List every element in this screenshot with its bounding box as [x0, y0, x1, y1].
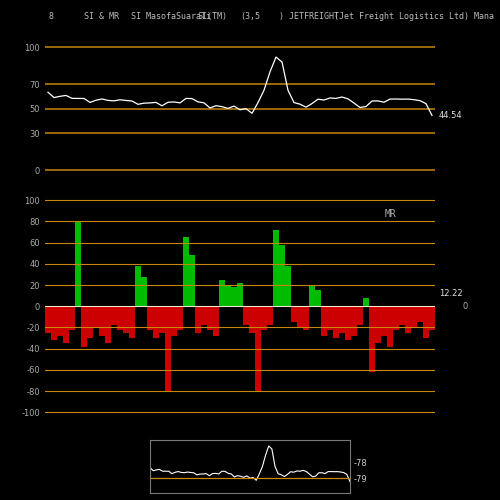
Bar: [226, 285, 230, 306]
Bar: [382, 306, 386, 336]
Bar: [124, 306, 128, 333]
Bar: [64, 306, 68, 344]
Bar: [148, 306, 152, 330]
Bar: [316, 290, 320, 306]
Text: SI MasofaSuarali: SI MasofaSuarali: [131, 12, 211, 21]
Bar: [112, 306, 116, 326]
Bar: [388, 306, 392, 346]
Bar: [46, 306, 51, 333]
Bar: [94, 306, 98, 328]
Bar: [424, 306, 428, 338]
Bar: [406, 306, 410, 333]
Bar: [346, 306, 350, 340]
Text: (Jet Freight Logistics Ltd) Mana: (Jet Freight Logistics Ltd) Mana: [334, 12, 494, 21]
Bar: [70, 306, 74, 330]
Bar: [76, 222, 80, 306]
Bar: [376, 306, 380, 344]
Bar: [184, 238, 188, 306]
Text: 0: 0: [462, 302, 468, 310]
Bar: [142, 276, 146, 306]
Bar: [232, 287, 236, 306]
Bar: [418, 306, 422, 322]
Text: SI & MR: SI & MR: [84, 12, 119, 21]
Bar: [256, 306, 260, 391]
Bar: [160, 306, 164, 333]
Text: 44.54: 44.54: [439, 111, 462, 120]
Bar: [106, 306, 110, 344]
Bar: [178, 306, 182, 330]
Bar: [304, 306, 308, 330]
Bar: [364, 298, 368, 306]
Bar: [82, 306, 86, 346]
Bar: [166, 306, 170, 391]
Bar: [100, 306, 104, 336]
Text: 12.22: 12.22: [439, 289, 462, 298]
Bar: [292, 306, 296, 322]
Bar: [52, 306, 57, 340]
Bar: [118, 306, 122, 330]
Bar: [214, 306, 218, 336]
Bar: [310, 285, 314, 306]
Bar: [238, 283, 242, 306]
Bar: [196, 306, 200, 333]
Text: 8: 8: [49, 12, 54, 21]
Bar: [154, 306, 158, 338]
Text: SI(TM): SI(TM): [197, 12, 227, 21]
Bar: [208, 306, 212, 330]
Text: -78: -78: [354, 459, 368, 468]
Bar: [352, 306, 356, 336]
Bar: [202, 306, 206, 326]
Bar: [322, 306, 326, 336]
Bar: [262, 306, 266, 330]
Bar: [298, 306, 302, 328]
Text: ) JETFREIGHT: ) JETFREIGHT: [279, 12, 339, 21]
Bar: [340, 306, 344, 333]
Bar: [130, 306, 134, 338]
Bar: [268, 306, 272, 326]
Text: -79: -79: [354, 475, 368, 484]
Bar: [328, 306, 332, 330]
Bar: [394, 306, 398, 330]
Bar: [172, 306, 176, 336]
Bar: [358, 306, 362, 326]
Bar: [370, 306, 374, 372]
Bar: [280, 245, 284, 306]
Bar: [220, 280, 224, 306]
Bar: [136, 266, 140, 306]
Bar: [400, 306, 404, 326]
Bar: [286, 266, 290, 306]
Bar: [274, 230, 278, 306]
Bar: [250, 306, 254, 333]
Text: MR: MR: [384, 209, 396, 219]
Bar: [58, 306, 62, 336]
Bar: [190, 256, 194, 306]
Bar: [88, 306, 92, 338]
Bar: [244, 306, 248, 326]
Text: (3,5: (3,5: [240, 12, 260, 21]
Bar: [430, 306, 434, 330]
Bar: [412, 306, 416, 328]
Bar: [334, 306, 338, 338]
